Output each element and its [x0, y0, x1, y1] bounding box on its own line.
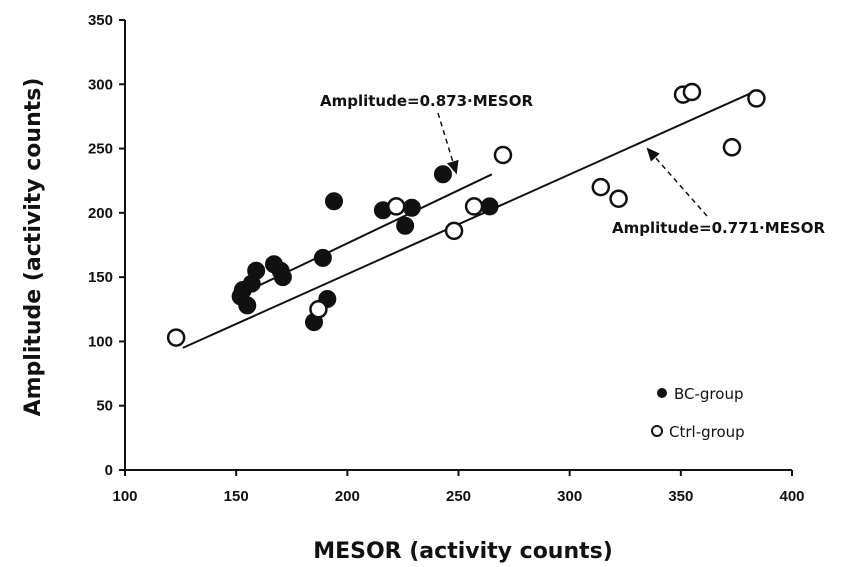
ctrl-group-point	[309, 300, 328, 319]
ctrl-group-point	[682, 82, 702, 102]
legend-marker-ctrl-group	[651, 425, 663, 437]
bc-group-point	[313, 248, 332, 267]
annotation-label-1: Amplitude=0.873·MESOR	[320, 92, 533, 110]
bc-group-point	[402, 198, 421, 217]
ctrl-group-point	[609, 189, 628, 208]
x-tick-label: 150	[224, 488, 249, 505]
y-tick-label: 350	[88, 12, 113, 29]
bc-group-point	[480, 197, 499, 216]
y-tick-label: 0	[105, 462, 113, 479]
ctrl-group-point	[722, 138, 742, 157]
y-tick-label: 150	[88, 269, 113, 286]
fit-line-2	[182, 89, 757, 349]
bc-group-point	[324, 192, 343, 211]
ctrl-group-point	[747, 89, 766, 108]
y-tick-label: 50	[96, 398, 113, 415]
y-tick-label: 250	[88, 141, 113, 158]
legend: BC-group Ctrl-group	[651, 385, 745, 441]
x-tick-label: 100	[112, 488, 137, 505]
bc-group-point	[273, 268, 292, 287]
y-tick-label: 300	[88, 76, 113, 93]
y-tick-label: 100	[88, 333, 113, 350]
x-tick-label: 400	[779, 488, 804, 505]
x-axis: 100 150 200 250 300 350 400	[112, 469, 805, 505]
legend-label-ctrl-group: Ctrl-group	[669, 423, 745, 441]
x-tick-label: 350	[668, 488, 693, 505]
bc-group-point	[238, 296, 257, 315]
ctrl-group-point	[591, 177, 611, 197]
legend-label-bc-group: BC-group	[674, 385, 743, 403]
y-tick-label: 200	[88, 205, 113, 222]
data-points	[166, 82, 766, 347]
legend-marker-bc-group	[657, 388, 667, 398]
bc-group-point	[247, 261, 266, 280]
y-axis: 0 50 100 150 200 250 300 350	[88, 12, 126, 479]
annotation-arrow-1	[437, 112, 459, 175]
x-tick-label: 200	[335, 488, 360, 505]
annotation-label-2: Amplitude=0.771·MESOR	[612, 219, 825, 237]
ctrl-group-point	[464, 197, 484, 216]
bc-group-point	[433, 165, 452, 184]
bc-group-point	[396, 216, 415, 235]
ctrl-group-point	[444, 221, 464, 241]
ctrl-group-point	[386, 197, 406, 216]
x-tick-label: 300	[557, 488, 582, 505]
annotation-arrow-2	[646, 147, 708, 217]
ctrl-group-point	[166, 328, 186, 347]
y-axis-title: Amplitude (activity counts)	[21, 78, 46, 417]
x-tick-label: 250	[446, 488, 471, 505]
annotations: Amplitude=0.873·MESOR Amplitude=0.771·MES…	[320, 92, 825, 237]
ctrl-group-point	[493, 145, 513, 165]
x-axis-title: MESOR (activity counts)	[313, 539, 613, 564]
